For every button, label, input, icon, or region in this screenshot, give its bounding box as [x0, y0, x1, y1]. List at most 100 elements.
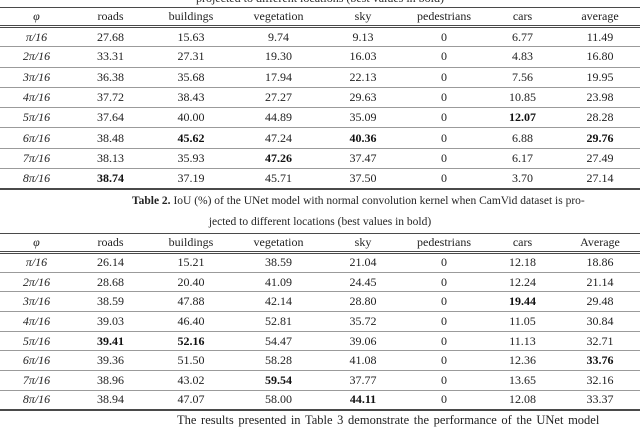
value-cell: 6.88 [512, 130, 533, 145]
value-cell: 35.09 [349, 110, 377, 125]
value-cell: 43.02 [177, 372, 205, 387]
table-row: 4π/16 37.72 38.43 27.27 29.63 0 10.85 23.98 [0, 87, 640, 108]
value-cell: 33.37 [586, 392, 614, 407]
value-cell: 38.43 [177, 90, 205, 105]
value-cell: 45.62 [177, 130, 205, 145]
table-row: 5π/16 37.64 40.00 44.89 35.09 0 12.07 28.28 [0, 108, 640, 128]
row-label: 2π/16 [22, 274, 51, 289]
value-cell: 0 [441, 313, 447, 328]
row-label: 7π/16 [22, 150, 51, 165]
table-row: π/16 27.68 15.63 9.74 9.13 0 6.77 11.49 [0, 27, 640, 47]
table2-caption-line1: Table 2. IoU (%) of the UNet model with … [132, 195, 585, 208]
value-cell: 46.40 [177, 313, 205, 328]
value-cell: 0 [441, 333, 447, 348]
row-label: 3π/16 [22, 294, 51, 309]
value-cell: 9.13 [352, 29, 374, 44]
value-cell: 0 [441, 49, 447, 64]
value-cell: 35.72 [349, 313, 377, 328]
value-cell: 6.17 [512, 150, 533, 165]
table1-caption-clipped-line: projected to different locations (best v… [0, 0, 640, 5]
value-cell: 0 [441, 69, 447, 84]
value-cell: 13.65 [509, 372, 536, 387]
value-cell: 10.85 [509, 90, 536, 105]
row-label: 4π/16 [22, 313, 51, 328]
value-cell: 12.18 [509, 255, 536, 270]
row-label: 8π/16 [22, 392, 51, 407]
value-cell: 0 [441, 255, 447, 270]
value-cell: 58.00 [265, 392, 292, 407]
column-header-average: average [581, 9, 619, 23]
value-cell: 27.27 [265, 90, 292, 105]
column-header-buildings: buildings [168, 9, 214, 23]
value-cell: 35.93 [177, 150, 205, 165]
value-cell: 44.89 [265, 110, 292, 125]
table-row: 7π/16 38.96 43.02 59.54 37.77 0 13.65 32.16 [0, 371, 640, 391]
value-cell: 0 [441, 170, 447, 185]
value-cell: 47.26 [265, 150, 292, 165]
row-label: 8π/16 [22, 170, 51, 185]
value-cell: 35.68 [177, 69, 205, 84]
value-cell: 33.76 [586, 353, 614, 368]
table-row: 4π/16 39.03 46.40 52.81 35.72 0 11.05 30.84 [0, 312, 640, 332]
value-cell: 28.80 [349, 294, 377, 309]
value-cell: 29.48 [586, 294, 614, 309]
value-cell: 38.13 [97, 150, 124, 165]
table-row: 3π/16 36.38 35.68 17.94 22.13 0 7.56 19.95 [0, 67, 640, 88]
value-cell: 15.63 [177, 29, 205, 44]
value-cell: 3.70 [512, 170, 533, 185]
table2-body: π/16 26.14 15.21 38.59 21.04 0 12.18 18.86 2π/16… [0, 253, 640, 410]
value-cell: 37.47 [349, 150, 377, 165]
table2-header-row: φ roads buildings vegetation sky pedestrians c… [0, 233, 640, 253]
value-cell: 37.72 [97, 90, 124, 105]
value-cell: 40.00 [177, 110, 205, 125]
value-cell: 37.19 [177, 170, 205, 185]
value-cell: 11.05 [509, 313, 536, 328]
table-row: 8π/16 38.94 47.07 58.00 44.11 0 12.08 33.37 [0, 390, 640, 410]
value-cell: 19.95 [586, 69, 614, 84]
value-cell: 11.13 [509, 333, 536, 348]
column-header-pedestrians: pedestrians [417, 235, 471, 249]
table-row: π/16 26.14 15.21 38.59 21.04 0 12.18 18.86 [0, 253, 640, 273]
value-cell: 0 [441, 392, 447, 407]
column-header-pedestrians: pedestrians [417, 9, 471, 23]
value-cell: 4.83 [512, 49, 533, 64]
value-cell: 32.71 [586, 333, 614, 348]
value-cell: 28.68 [97, 274, 124, 289]
value-cell: 54.47 [265, 333, 292, 348]
value-cell: 52.16 [177, 333, 205, 348]
value-cell: 59.54 [265, 372, 292, 387]
column-header-vegetation: vegetation [253, 235, 304, 249]
value-cell: 24.45 [349, 274, 377, 289]
table2-iou-results: φ roads buildings vegetation sky pedestrians c… [0, 233, 640, 411]
table-row: 2π/16 28.68 20.40 41.09 24.45 0 12.24 21.14 [0, 272, 640, 292]
value-cell: 18.86 [586, 255, 614, 270]
value-cell: 47.24 [265, 130, 292, 145]
row-label: 4π/16 [22, 90, 51, 105]
value-cell: 6.77 [512, 29, 533, 44]
value-cell: 0 [441, 29, 447, 44]
value-cell: 38.48 [97, 130, 124, 145]
value-cell: 38.59 [265, 255, 292, 270]
value-cell: 19.44 [509, 294, 536, 309]
value-cell: 38.74 [97, 170, 124, 185]
row-label: 2π/16 [22, 49, 51, 64]
value-cell: 9.74 [268, 29, 289, 44]
column-header-roads: roads [97, 235, 124, 249]
value-cell: 41.08 [349, 353, 377, 368]
body-paragraph: The results presented in Table 3 demonst… [177, 413, 600, 427]
value-cell: 21.04 [349, 255, 377, 270]
value-cell: 52.81 [265, 313, 292, 328]
column-header-phi: φ [33, 235, 40, 249]
value-cell: 41.09 [265, 274, 292, 289]
value-cell: 45.71 [265, 170, 292, 185]
value-cell: 38.59 [97, 294, 124, 309]
value-cell: 38.94 [97, 392, 124, 407]
value-cell: 33.31 [97, 49, 124, 64]
table2-caption-label: Table 2. [132, 195, 171, 207]
value-cell: 39.06 [349, 333, 377, 348]
value-cell: 0 [441, 110, 447, 125]
value-cell: 21.14 [586, 274, 614, 289]
value-cell: 16.03 [349, 49, 377, 64]
value-cell: 16.80 [586, 49, 614, 64]
value-cell: 39.41 [97, 333, 124, 348]
